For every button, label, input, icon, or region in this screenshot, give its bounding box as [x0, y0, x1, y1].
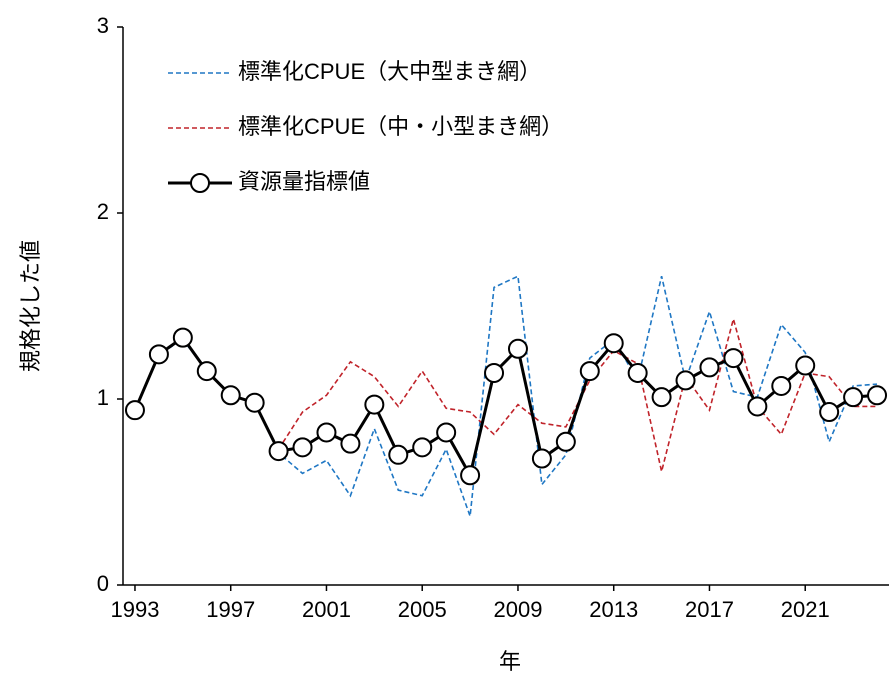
point	[555, 431, 576, 452]
x-axis-label: 年	[499, 649, 521, 674]
series-line	[277, 315, 878, 472]
point	[268, 441, 289, 462]
legend-label: 資源量指標値	[238, 169, 370, 194]
point	[627, 362, 648, 383]
point	[460, 465, 481, 486]
point	[675, 370, 696, 391]
point	[603, 333, 624, 354]
point	[244, 392, 265, 413]
x-tick-label: 2013	[589, 597, 638, 622]
x-tick-label: 1993	[110, 597, 159, 622]
point	[172, 327, 193, 348]
point	[412, 437, 433, 458]
x-tick-label: 2021	[781, 597, 830, 622]
x-tick-label: 2017	[685, 597, 734, 622]
series-line	[134, 275, 878, 517]
point	[148, 344, 169, 365]
legend-marker	[190, 173, 210, 193]
point	[699, 357, 720, 378]
point	[747, 396, 768, 417]
point	[723, 348, 744, 369]
y-axis-label: 規格化した値	[18, 240, 43, 372]
y-tick-label: 0	[97, 571, 109, 596]
point	[867, 385, 888, 406]
point	[220, 385, 241, 406]
x-tick-label: 2009	[493, 597, 542, 622]
y-tick-label: 3	[97, 13, 109, 38]
point	[124, 400, 145, 421]
point	[196, 361, 217, 382]
point	[579, 361, 600, 382]
y-tick-label: 1	[97, 385, 109, 410]
point	[340, 433, 361, 454]
point	[819, 402, 840, 423]
point	[316, 422, 337, 443]
point	[795, 355, 816, 376]
point	[364, 394, 385, 415]
point	[771, 375, 792, 396]
point	[436, 422, 457, 443]
legend-label: 標準化CPUE（大中型まき網）	[238, 59, 541, 84]
x-tick-label: 1997	[206, 597, 255, 622]
point	[651, 387, 672, 408]
point	[292, 437, 313, 458]
point	[507, 338, 528, 359]
point	[484, 362, 505, 383]
point	[843, 387, 864, 408]
legend-label: 標準化CPUE（中・小型まき網）	[238, 114, 563, 139]
x-tick-label: 2005	[398, 597, 447, 622]
y-tick-label: 2	[97, 199, 109, 224]
point	[388, 444, 409, 465]
point	[531, 448, 552, 469]
x-tick-label: 2001	[302, 597, 351, 622]
